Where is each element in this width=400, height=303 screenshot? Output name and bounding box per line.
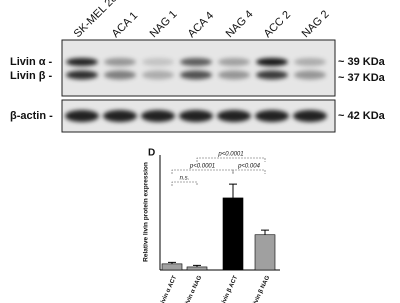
panel-label: D <box>148 148 155 159</box>
band <box>218 70 250 80</box>
blot-label: ~ 42 KDa <box>338 110 386 122</box>
band <box>179 110 213 122</box>
bracket <box>171 169 234 174</box>
x-tick-label: Livin α NAG <box>183 275 203 303</box>
band <box>142 58 174 66</box>
band <box>180 70 212 80</box>
band <box>218 58 250 66</box>
band <box>256 70 288 80</box>
blot-label: Livin β - <box>10 70 52 82</box>
lane-label: NAG 1 <box>148 8 180 40</box>
bracket <box>196 157 266 162</box>
blot-panel <box>61 39 336 97</box>
blot-label: ~ 37 KDa <box>338 72 386 84</box>
bar <box>254 234 276 271</box>
band <box>66 70 98 80</box>
bands <box>65 58 327 122</box>
band <box>65 110 99 122</box>
annotation: p<0.0001 <box>217 152 243 158</box>
annotation: p<0.0001 <box>189 164 215 170</box>
band <box>104 58 136 66</box>
bar <box>186 266 208 271</box>
band <box>294 70 326 80</box>
error-bar <box>229 183 237 198</box>
annotation: p<0.004 <box>237 164 261 170</box>
x-tick-label: Livin β NAG <box>251 275 271 303</box>
band <box>217 110 251 122</box>
lane-label: ACA 1 <box>110 10 141 41</box>
band <box>104 70 136 80</box>
bracket <box>171 181 198 186</box>
band <box>142 70 174 80</box>
lane-label: NAG 2 <box>300 8 332 40</box>
band <box>256 58 288 66</box>
blot-label: Livin α - <box>10 56 53 68</box>
lane-label: ACA 4 <box>186 10 217 41</box>
band <box>255 110 289 122</box>
lane-label: NAG 4 <box>224 8 256 40</box>
band <box>180 58 212 66</box>
band <box>293 110 327 122</box>
error-bar <box>168 261 176 264</box>
band <box>141 110 175 122</box>
band <box>66 58 98 66</box>
bracket <box>232 169 266 174</box>
lane-label: ACC 2 <box>262 9 293 40</box>
x-tick-label: Livin β ACT <box>220 275 240 303</box>
blot-label: ~ 39 KDa <box>338 56 386 68</box>
error-bar <box>193 264 201 267</box>
error-bar <box>261 229 269 235</box>
bar <box>161 263 183 271</box>
band <box>103 110 137 122</box>
annotation: n.s. <box>180 176 190 182</box>
y-axis-label: Relative livin protein expression <box>143 162 150 262</box>
blot-label: β-actin - <box>10 110 53 122</box>
x-tick-label: Livin α ACT <box>159 275 179 303</box>
bar <box>222 197 244 271</box>
band <box>294 58 326 66</box>
